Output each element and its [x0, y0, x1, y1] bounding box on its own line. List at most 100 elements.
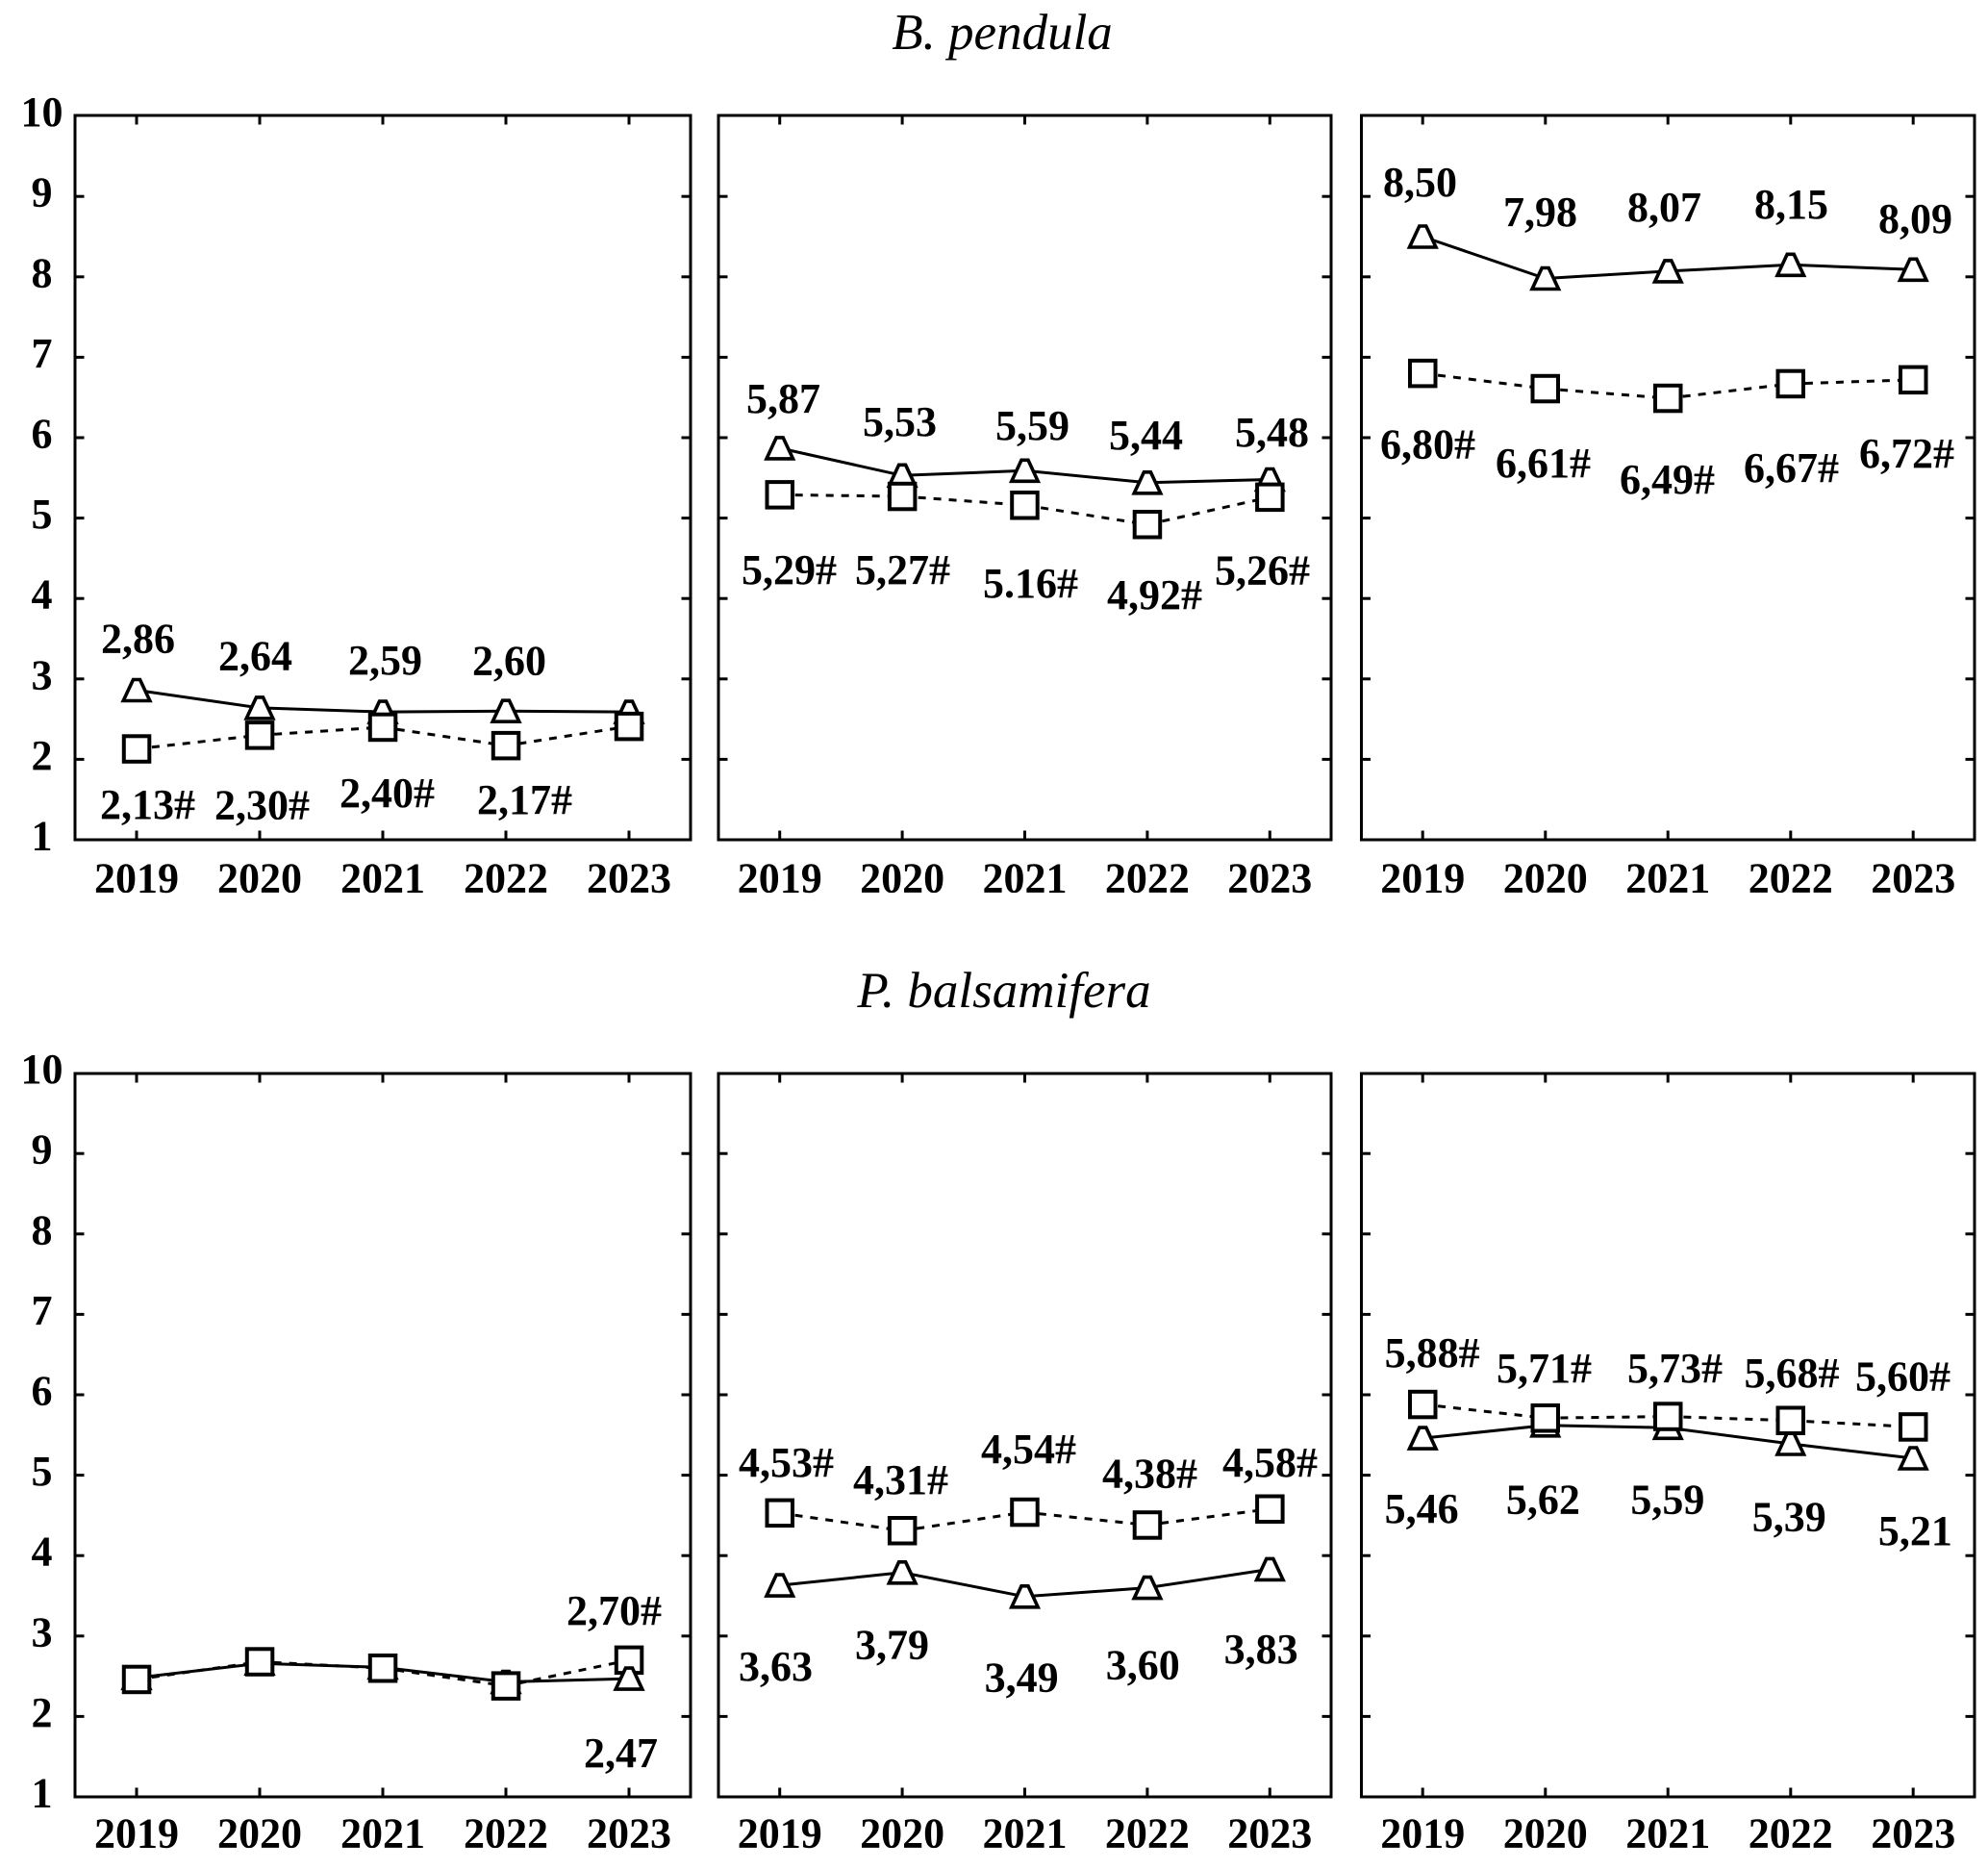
svg-text:7: 7 [32, 1287, 53, 1334]
svg-text:2020: 2020 [217, 1810, 302, 1857]
svg-text:5.16#: 5.16# [983, 560, 1078, 607]
svg-text:1: 1 [32, 1770, 53, 1817]
svg-text:2019: 2019 [738, 855, 822, 902]
svg-text:5,21: 5,21 [1878, 1507, 1952, 1554]
svg-text:5,68#: 5,68# [1745, 1350, 1840, 1397]
svg-text:6,49#: 6,49# [1620, 456, 1715, 503]
svg-text:2022: 2022 [1105, 855, 1190, 902]
svg-text:6,67#: 6,67# [1744, 444, 1839, 492]
svg-text:4,54#: 4,54# [981, 1426, 1076, 1473]
svg-text:2,59: 2,59 [348, 637, 422, 684]
svg-text:2020: 2020 [217, 855, 302, 902]
svg-text:9: 9 [32, 169, 53, 216]
svg-text:5,48: 5,48 [1235, 409, 1309, 456]
svg-text:5,59: 5,59 [1630, 1476, 1704, 1523]
svg-text:5,27#: 5,27# [855, 546, 950, 594]
svg-text:2: 2 [32, 1689, 53, 1736]
svg-text:5,39: 5,39 [1752, 1493, 1826, 1540]
svg-text:2022: 2022 [464, 1810, 548, 1857]
svg-text:3: 3 [32, 651, 53, 698]
svg-text:2021: 2021 [983, 1810, 1068, 1857]
svg-text:5: 5 [32, 491, 53, 538]
svg-text:2,17#: 2,17# [477, 776, 572, 823]
svg-text:1: 1 [32, 813, 53, 860]
svg-text:2022: 2022 [464, 855, 548, 902]
svg-text:2020: 2020 [860, 1810, 944, 1857]
svg-text:5: 5 [32, 1448, 53, 1495]
svg-text:4,38#: 4,38# [1102, 1451, 1197, 1498]
svg-text:3,79: 3,79 [855, 1621, 929, 1668]
svg-text:6: 6 [32, 1368, 53, 1415]
svg-text:10: 10 [21, 1046, 63, 1093]
svg-text:8: 8 [32, 1206, 53, 1253]
svg-text:6,61#: 6,61# [1496, 440, 1591, 487]
svg-text:8: 8 [32, 249, 53, 296]
svg-text:6,80#: 6,80# [1380, 421, 1475, 468]
svg-text:5,71#: 5,71# [1497, 1345, 1592, 1392]
svg-text:5,88#: 5,88# [1385, 1329, 1480, 1376]
svg-text:2023: 2023 [1871, 1810, 1955, 1857]
svg-text:2021: 2021 [340, 855, 425, 902]
svg-text:8,15: 8,15 [1754, 181, 1828, 228]
svg-text:2021: 2021 [1625, 1810, 1710, 1857]
svg-text:3,60: 3,60 [1106, 1641, 1180, 1688]
svg-text:5,62: 5,62 [1506, 1476, 1580, 1523]
svg-text:5,44: 5,44 [1109, 412, 1183, 459]
svg-text:2,64: 2,64 [218, 633, 292, 680]
svg-text:9: 9 [32, 1126, 53, 1174]
svg-text:2023: 2023 [1227, 1810, 1312, 1857]
svg-text:5,29#: 5,29# [742, 546, 837, 594]
svg-text:4,58#: 4,58# [1222, 1439, 1318, 1486]
svg-text:2022: 2022 [1105, 1810, 1190, 1857]
svg-text:8,50: 8,50 [1383, 159, 1457, 206]
svg-text:2,30#: 2,30# [214, 782, 310, 829]
svg-text:4: 4 [32, 571, 53, 619]
svg-text:7,98: 7,98 [1503, 189, 1577, 236]
svg-text:4: 4 [32, 1528, 53, 1576]
svg-text:2020: 2020 [1503, 1810, 1588, 1857]
svg-text:5,60#: 5,60# [1855, 1353, 1950, 1401]
svg-text:5,26#: 5,26# [1215, 547, 1310, 594]
svg-text:2,47: 2,47 [584, 1730, 658, 1777]
svg-text:2019: 2019 [1380, 855, 1465, 902]
svg-text:2021: 2021 [983, 855, 1068, 902]
svg-text:2021: 2021 [340, 1810, 425, 1857]
svg-text:2019: 2019 [1380, 1810, 1465, 1857]
svg-text:2022: 2022 [1749, 1810, 1833, 1857]
svg-text:2022: 2022 [1749, 855, 1833, 902]
svg-text:7: 7 [32, 330, 53, 377]
svg-text:5,46: 5,46 [1385, 1485, 1459, 1532]
svg-text:2019: 2019 [738, 1810, 822, 1857]
svg-text:2023: 2023 [587, 1810, 671, 1857]
svg-text:2: 2 [32, 732, 53, 779]
svg-text:5,73#: 5,73# [1627, 1345, 1723, 1392]
svg-text:2020: 2020 [1503, 855, 1588, 902]
svg-text:B. pendula: B. pendula [892, 5, 1113, 61]
svg-text:2,60: 2,60 [472, 638, 546, 685]
svg-text:2023: 2023 [1227, 855, 1312, 902]
svg-text:2,70#: 2,70# [566, 1587, 662, 1634]
svg-text:5,53: 5,53 [863, 398, 937, 445]
svg-text:2020: 2020 [860, 855, 944, 902]
svg-text:4,92#: 4,92# [1107, 571, 1202, 619]
svg-text:3: 3 [32, 1608, 53, 1655]
svg-text:3,49: 3,49 [985, 1654, 1059, 1701]
svg-text:2,40#: 2,40# [340, 770, 435, 817]
svg-text:2019: 2019 [94, 1810, 179, 1857]
svg-text:4,31#: 4,31# [853, 1456, 948, 1503]
svg-text:2019: 2019 [94, 855, 179, 902]
svg-text:5,87: 5,87 [746, 375, 820, 422]
svg-text:8,09: 8,09 [1878, 195, 1952, 242]
svg-text:2023: 2023 [587, 855, 671, 902]
svg-text:2021: 2021 [1625, 855, 1710, 902]
svg-text:6: 6 [32, 411, 53, 458]
svg-text:4,53#: 4,53# [739, 1439, 834, 1486]
svg-text:P. balsamifera: P. balsamifera [856, 963, 1150, 1019]
svg-text:3,83: 3,83 [1224, 1626, 1298, 1673]
svg-text:2,86: 2,86 [101, 616, 175, 663]
svg-text:2023: 2023 [1871, 855, 1955, 902]
svg-text:10: 10 [21, 88, 63, 136]
svg-text:5,59: 5,59 [995, 402, 1069, 449]
svg-text:8,07: 8,07 [1627, 184, 1701, 231]
svg-text:3,63: 3,63 [739, 1643, 813, 1690]
